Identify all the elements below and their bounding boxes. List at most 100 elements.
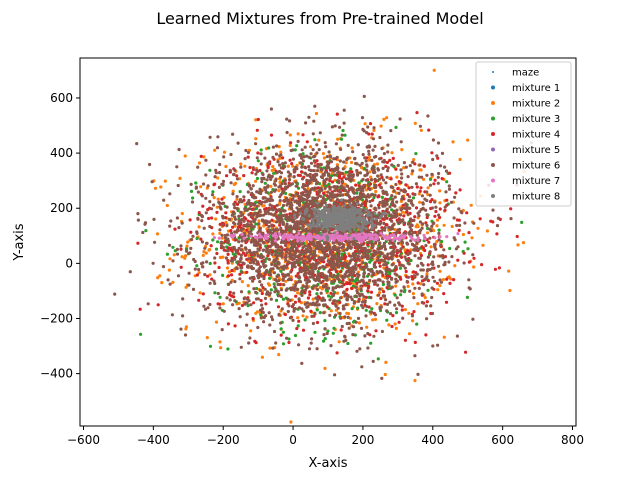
- scatter-point: [325, 331, 329, 336]
- scatter-point: [247, 290, 251, 294]
- scatter-point: [384, 214, 388, 218]
- scatter-point: [345, 248, 349, 252]
- scatter-point: [253, 339, 257, 343]
- scatter-point: [366, 257, 370, 261]
- scatter-point: [385, 286, 389, 290]
- scatter-point: [307, 193, 311, 197]
- scatter-point: [303, 288, 308, 292]
- scatter-point: [165, 252, 169, 256]
- scatter-point: [429, 229, 433, 233]
- scatter-point: [325, 155, 329, 159]
- scatter-point: [252, 207, 256, 211]
- scatter-point: [317, 148, 321, 152]
- scatter-point: [227, 282, 231, 286]
- scatter-point: [413, 379, 417, 383]
- scatter-point: [312, 169, 316, 173]
- scatter-point: [301, 155, 305, 159]
- scatter-point: [278, 163, 282, 167]
- scatter-point: [442, 223, 446, 227]
- scatter-point: [177, 226, 181, 230]
- scatter-point: [264, 212, 268, 216]
- scatter-point: [177, 147, 181, 152]
- scatter-point: [385, 309, 389, 313]
- scatter-point: [228, 290, 232, 294]
- scatter-point: [391, 197, 395, 202]
- scatter-point: [414, 245, 419, 249]
- scatter-point: [411, 292, 415, 296]
- scatter-point: [254, 286, 259, 291]
- scatter-point: [239, 244, 243, 248]
- scatter-point: [257, 190, 261, 194]
- scatter-point: [412, 310, 416, 314]
- scatter-point: [427, 128, 431, 132]
- scatter-point: [274, 228, 278, 232]
- scatter-point: [242, 236, 246, 240]
- scatter-point: [371, 271, 375, 275]
- scatter-point: [196, 216, 200, 220]
- scatter-point: [378, 287, 382, 291]
- scatter-point: [416, 224, 420, 228]
- scatter-point: [248, 207, 252, 211]
- scatter-point: [350, 286, 354, 291]
- scatter-point: [318, 250, 322, 254]
- scatter-point: [425, 223, 429, 228]
- scatter-point: [216, 197, 220, 201]
- scatter-point: [212, 196, 216, 200]
- scatter-point: [326, 173, 331, 177]
- scatter-point: [249, 187, 253, 191]
- scatter-point: [221, 302, 225, 306]
- scatter-point: [313, 196, 317, 200]
- scatter-point: [195, 236, 199, 241]
- scatter-point: [451, 140, 455, 144]
- scatter-point: [361, 177, 365, 182]
- scatter-point: [229, 273, 234, 277]
- scatter-point: [421, 222, 425, 226]
- scatter-point: [364, 159, 368, 163]
- scatter-point: [412, 248, 416, 252]
- scatter-point: [308, 199, 312, 203]
- scatter-point: [206, 184, 210, 188]
- scatter-point: [315, 308, 319, 312]
- scatter-point: [415, 322, 419, 326]
- scatter-point: [421, 246, 425, 250]
- scatter-point: [264, 302, 268, 306]
- scatter-point: [254, 290, 258, 294]
- scatter-point: [428, 183, 433, 187]
- scatter-point: [378, 200, 382, 205]
- scatter-point: [245, 228, 249, 232]
- scatter-point: [383, 254, 387, 258]
- scatter-point: [395, 307, 399, 311]
- scatter-point: [283, 312, 287, 317]
- scatter-point: [296, 261, 300, 265]
- scatter-point: [356, 171, 360, 175]
- scatter-point: [394, 125, 398, 129]
- scatter-point: [329, 204, 333, 208]
- scatter-point: [301, 260, 305, 264]
- scatter-point: [438, 278, 442, 282]
- scatter-point: [307, 347, 312, 351]
- scatter-point: [284, 258, 288, 262]
- scatter-point: [349, 160, 354, 165]
- scatter-point: [447, 260, 451, 264]
- scatter-point: [407, 332, 412, 336]
- scatter-point: [208, 273, 212, 277]
- scatter-point: [225, 266, 230, 270]
- scatter-point: [445, 180, 449, 184]
- scatter-point: [350, 307, 354, 311]
- scatter-point: [360, 116, 365, 120]
- scatter-point: [430, 311, 435, 316]
- scatter-point: [411, 319, 415, 323]
- scatter-point: [352, 196, 357, 200]
- scatter-point: [366, 346, 370, 350]
- scatter-point: [349, 295, 353, 299]
- scatter-point: [408, 164, 412, 168]
- scatter-point: [382, 241, 386, 245]
- scatter-point: [458, 223, 462, 227]
- scatter-point: [201, 253, 205, 257]
- scatter-point: [447, 184, 451, 188]
- scatter-point: [364, 314, 368, 318]
- scatter-point: [418, 124, 422, 128]
- scatter-point: [189, 230, 193, 234]
- scatter-point: [237, 200, 241, 204]
- scatter-point: [356, 254, 360, 259]
